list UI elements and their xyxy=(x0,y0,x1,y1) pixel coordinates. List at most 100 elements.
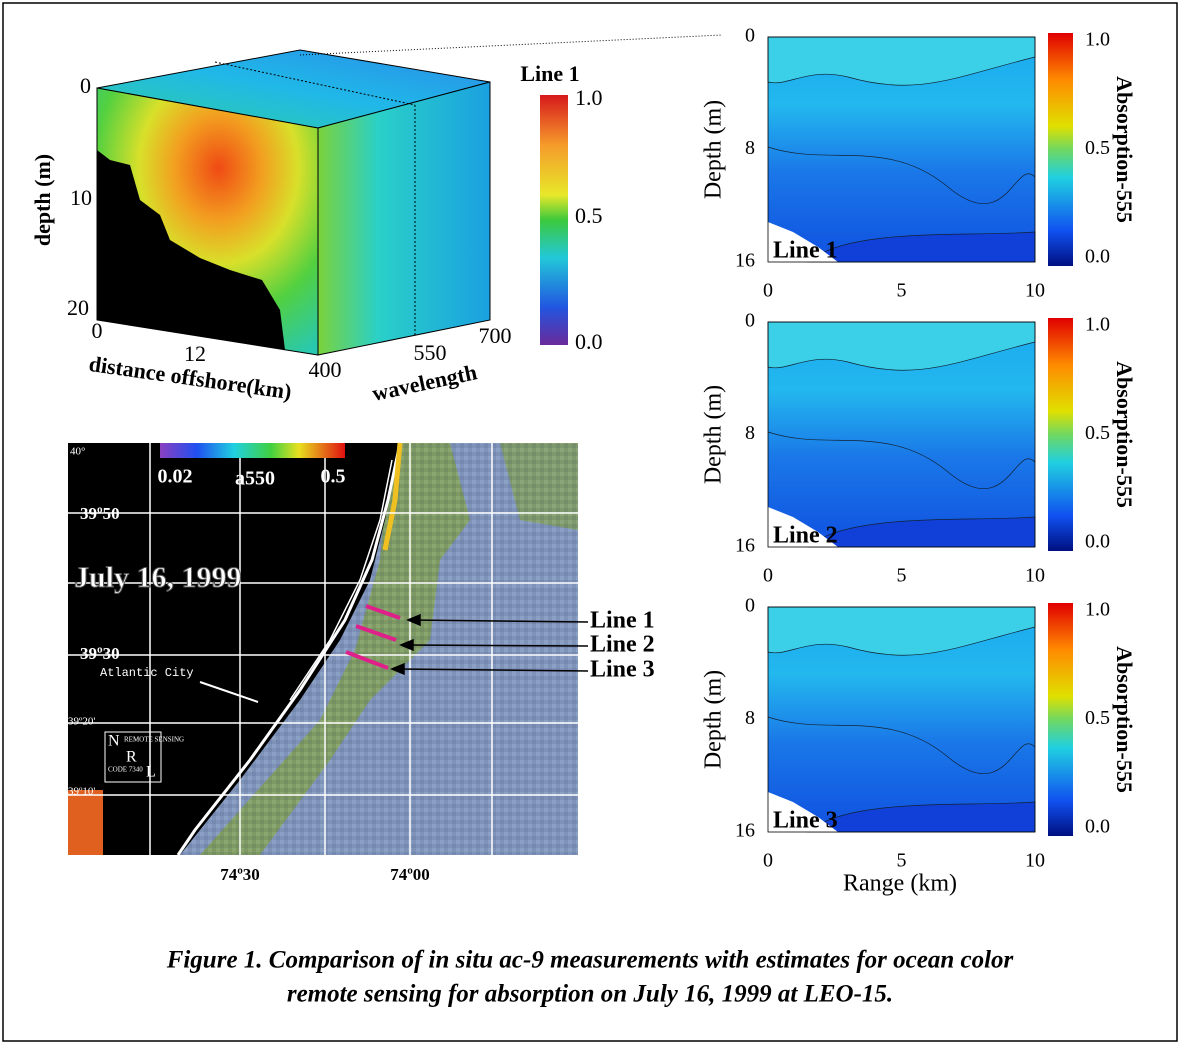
x-tick-label: 0 xyxy=(763,280,773,302)
y-tick-label: 16 xyxy=(735,535,755,557)
colorbar xyxy=(1048,603,1073,836)
colorbar-tick: 1.0 xyxy=(1085,29,1110,51)
plot-frame xyxy=(767,606,1036,833)
arrows xyxy=(390,613,589,676)
contour-band xyxy=(767,36,1036,86)
panel-label: Line 1 xyxy=(773,238,838,264)
line-label: Line 1 xyxy=(590,608,655,634)
colorbar-label: Absorption-555 xyxy=(1112,76,1137,223)
graticule xyxy=(68,443,578,855)
contour-line xyxy=(767,716,1036,774)
x-tick-label: 5 xyxy=(897,565,907,587)
caption: remote sensing for absorption on July 16… xyxy=(287,981,893,1008)
lon-label: 74º00 xyxy=(390,865,430,884)
connector xyxy=(299,34,723,56)
colorbar-tick: 0.0 xyxy=(1085,531,1110,553)
contour-band xyxy=(767,321,1036,371)
colorbar-tick: 1.0 xyxy=(1085,314,1110,336)
colorbar-tick: 0.5 xyxy=(1085,137,1110,159)
coastal-high xyxy=(382,442,403,551)
logo-text: REMOTE SENSING xyxy=(124,736,184,744)
x-tick-label: 0 xyxy=(763,850,773,872)
seafloor xyxy=(97,150,285,350)
axis-label: Depth (m) xyxy=(701,670,727,769)
y-tick-label: 8 xyxy=(745,422,755,444)
lat-label: 39º20' xyxy=(68,716,95,728)
plot-frame xyxy=(767,36,1036,263)
tick-label: 700 xyxy=(479,323,512,348)
line-label: Line 3 xyxy=(590,657,655,683)
tick-label: 0 xyxy=(80,73,91,98)
colorbar xyxy=(1048,318,1073,551)
cube-side xyxy=(317,81,491,356)
colorbar-label: a550 xyxy=(235,468,275,490)
map-colorbar xyxy=(160,443,345,458)
bay-high xyxy=(68,790,103,855)
axis-label: wavelength xyxy=(370,359,479,406)
no-data xyxy=(768,507,838,547)
colorbar-tick: 0.5 xyxy=(1085,422,1110,444)
y-tick-label: 16 xyxy=(735,820,755,842)
tick-label: 12 xyxy=(184,341,206,366)
tick-label: 0 xyxy=(92,318,103,343)
logo-letter: N xyxy=(108,733,120,750)
cube-plot: 0 10 20 depth (m) 0 12 distance offshore… xyxy=(30,34,723,406)
algae-band xyxy=(200,443,470,855)
y-tick-label: 16 xyxy=(735,250,755,272)
tick-label: 10 xyxy=(70,185,92,210)
axis-label: Depth (m) xyxy=(701,385,727,484)
profile-panel: 0 8 16 0 5 10 Depth (m) Line 3 1.0 0.5 0.0 Absorpti… xyxy=(701,595,1137,872)
land xyxy=(68,443,400,855)
place-label: Atlantic City xyxy=(100,666,194,680)
coastline xyxy=(289,459,393,701)
x-tick-label: 10 xyxy=(1025,565,1045,587)
panel-label: Line 2 xyxy=(773,523,838,549)
y-tick-label: 8 xyxy=(745,707,755,729)
line-label: Line 2 xyxy=(590,632,655,658)
contour-band xyxy=(807,516,1036,548)
y-tick-label: 8 xyxy=(745,137,755,159)
colorbar-label: Absorption-555 xyxy=(1112,361,1137,508)
lat-label: 40° xyxy=(70,446,85,458)
plot-frame xyxy=(767,321,1036,548)
colorbar-label: Absorption-555 xyxy=(1112,646,1137,793)
tick-label: 550 xyxy=(414,340,447,365)
logo-letter: R xyxy=(126,749,137,766)
axis-label: depth (m) xyxy=(30,154,55,246)
colorbar xyxy=(540,95,568,345)
y-tick-label: 0 xyxy=(745,25,755,47)
y-tick-label: 0 xyxy=(745,595,755,617)
tick-label: 0.5 xyxy=(575,203,603,228)
colorbar-tick: 0.0 xyxy=(1085,246,1110,268)
tick-label: 0.02 xyxy=(158,466,193,488)
satellite-map: 0.02 a550 0.5 40° 39º50 39º30 39º20' 39º… xyxy=(68,442,578,856)
contour-band xyxy=(767,606,1036,656)
x-tick-label: 5 xyxy=(897,850,907,872)
contour-band xyxy=(807,801,1036,833)
tick-label: 0.0 xyxy=(575,329,603,354)
lat-label: 39º50 xyxy=(80,504,120,523)
profile-panel: 0 8 16 0 5 10 Depth (m) Line 1 1.0 0.5 0.0 Absorpti… xyxy=(701,25,1137,302)
logo-letter: L xyxy=(146,764,156,781)
lat-label: 39º30 xyxy=(80,644,120,663)
date-label: July 16, 1999 xyxy=(74,561,242,594)
x-tick-label: 5 xyxy=(897,280,907,302)
x-tick-label: 10 xyxy=(1025,280,1045,302)
no-data xyxy=(768,222,838,262)
x-tick-label: 10 xyxy=(1025,850,1045,872)
tick-label: 0.5 xyxy=(321,466,346,488)
tick-label: 400 xyxy=(309,357,342,382)
caption: Figure 1. Comparison of in situ ac-9 mea… xyxy=(166,947,1014,974)
contour-line xyxy=(767,146,1036,204)
logo: N R L REMOTE SENSING CODE 7340 xyxy=(104,731,184,783)
x-axis-label: Range (km) xyxy=(843,871,957,897)
colorbar-tick: 0.0 xyxy=(1085,816,1110,838)
transects xyxy=(345,604,401,670)
x-tick-label: 0 xyxy=(763,565,773,587)
no-data xyxy=(768,792,838,832)
colorbar xyxy=(1048,33,1073,266)
pointer xyxy=(199,681,259,703)
contour-band xyxy=(807,231,1036,263)
